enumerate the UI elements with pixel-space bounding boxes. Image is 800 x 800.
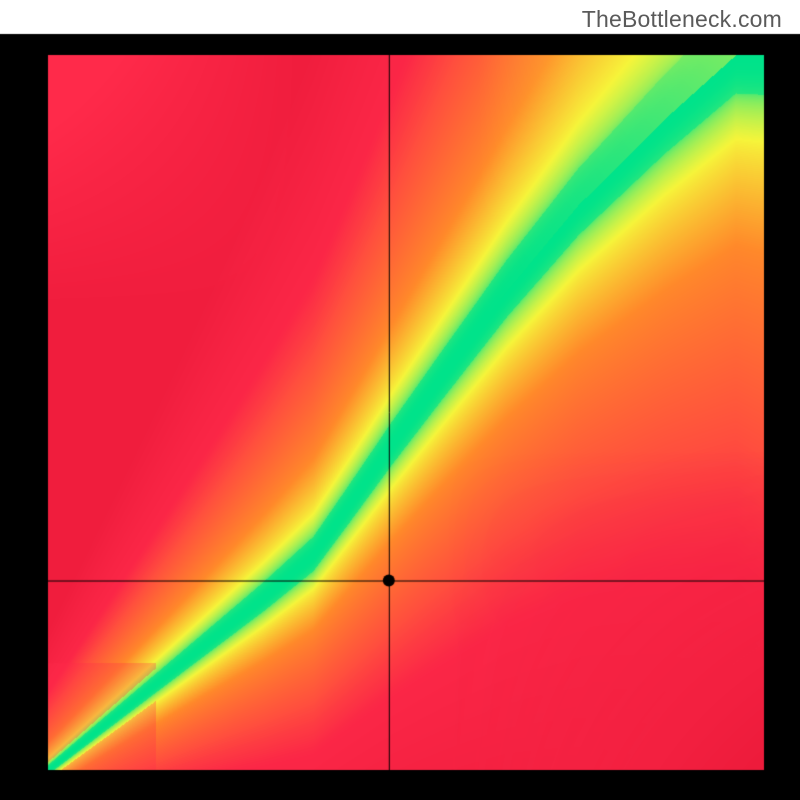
bottleneck-heatmap xyxy=(0,0,800,800)
watermark-text: TheBottleneck.com xyxy=(582,6,782,33)
chart-container: TheBottleneck.com xyxy=(0,0,800,800)
